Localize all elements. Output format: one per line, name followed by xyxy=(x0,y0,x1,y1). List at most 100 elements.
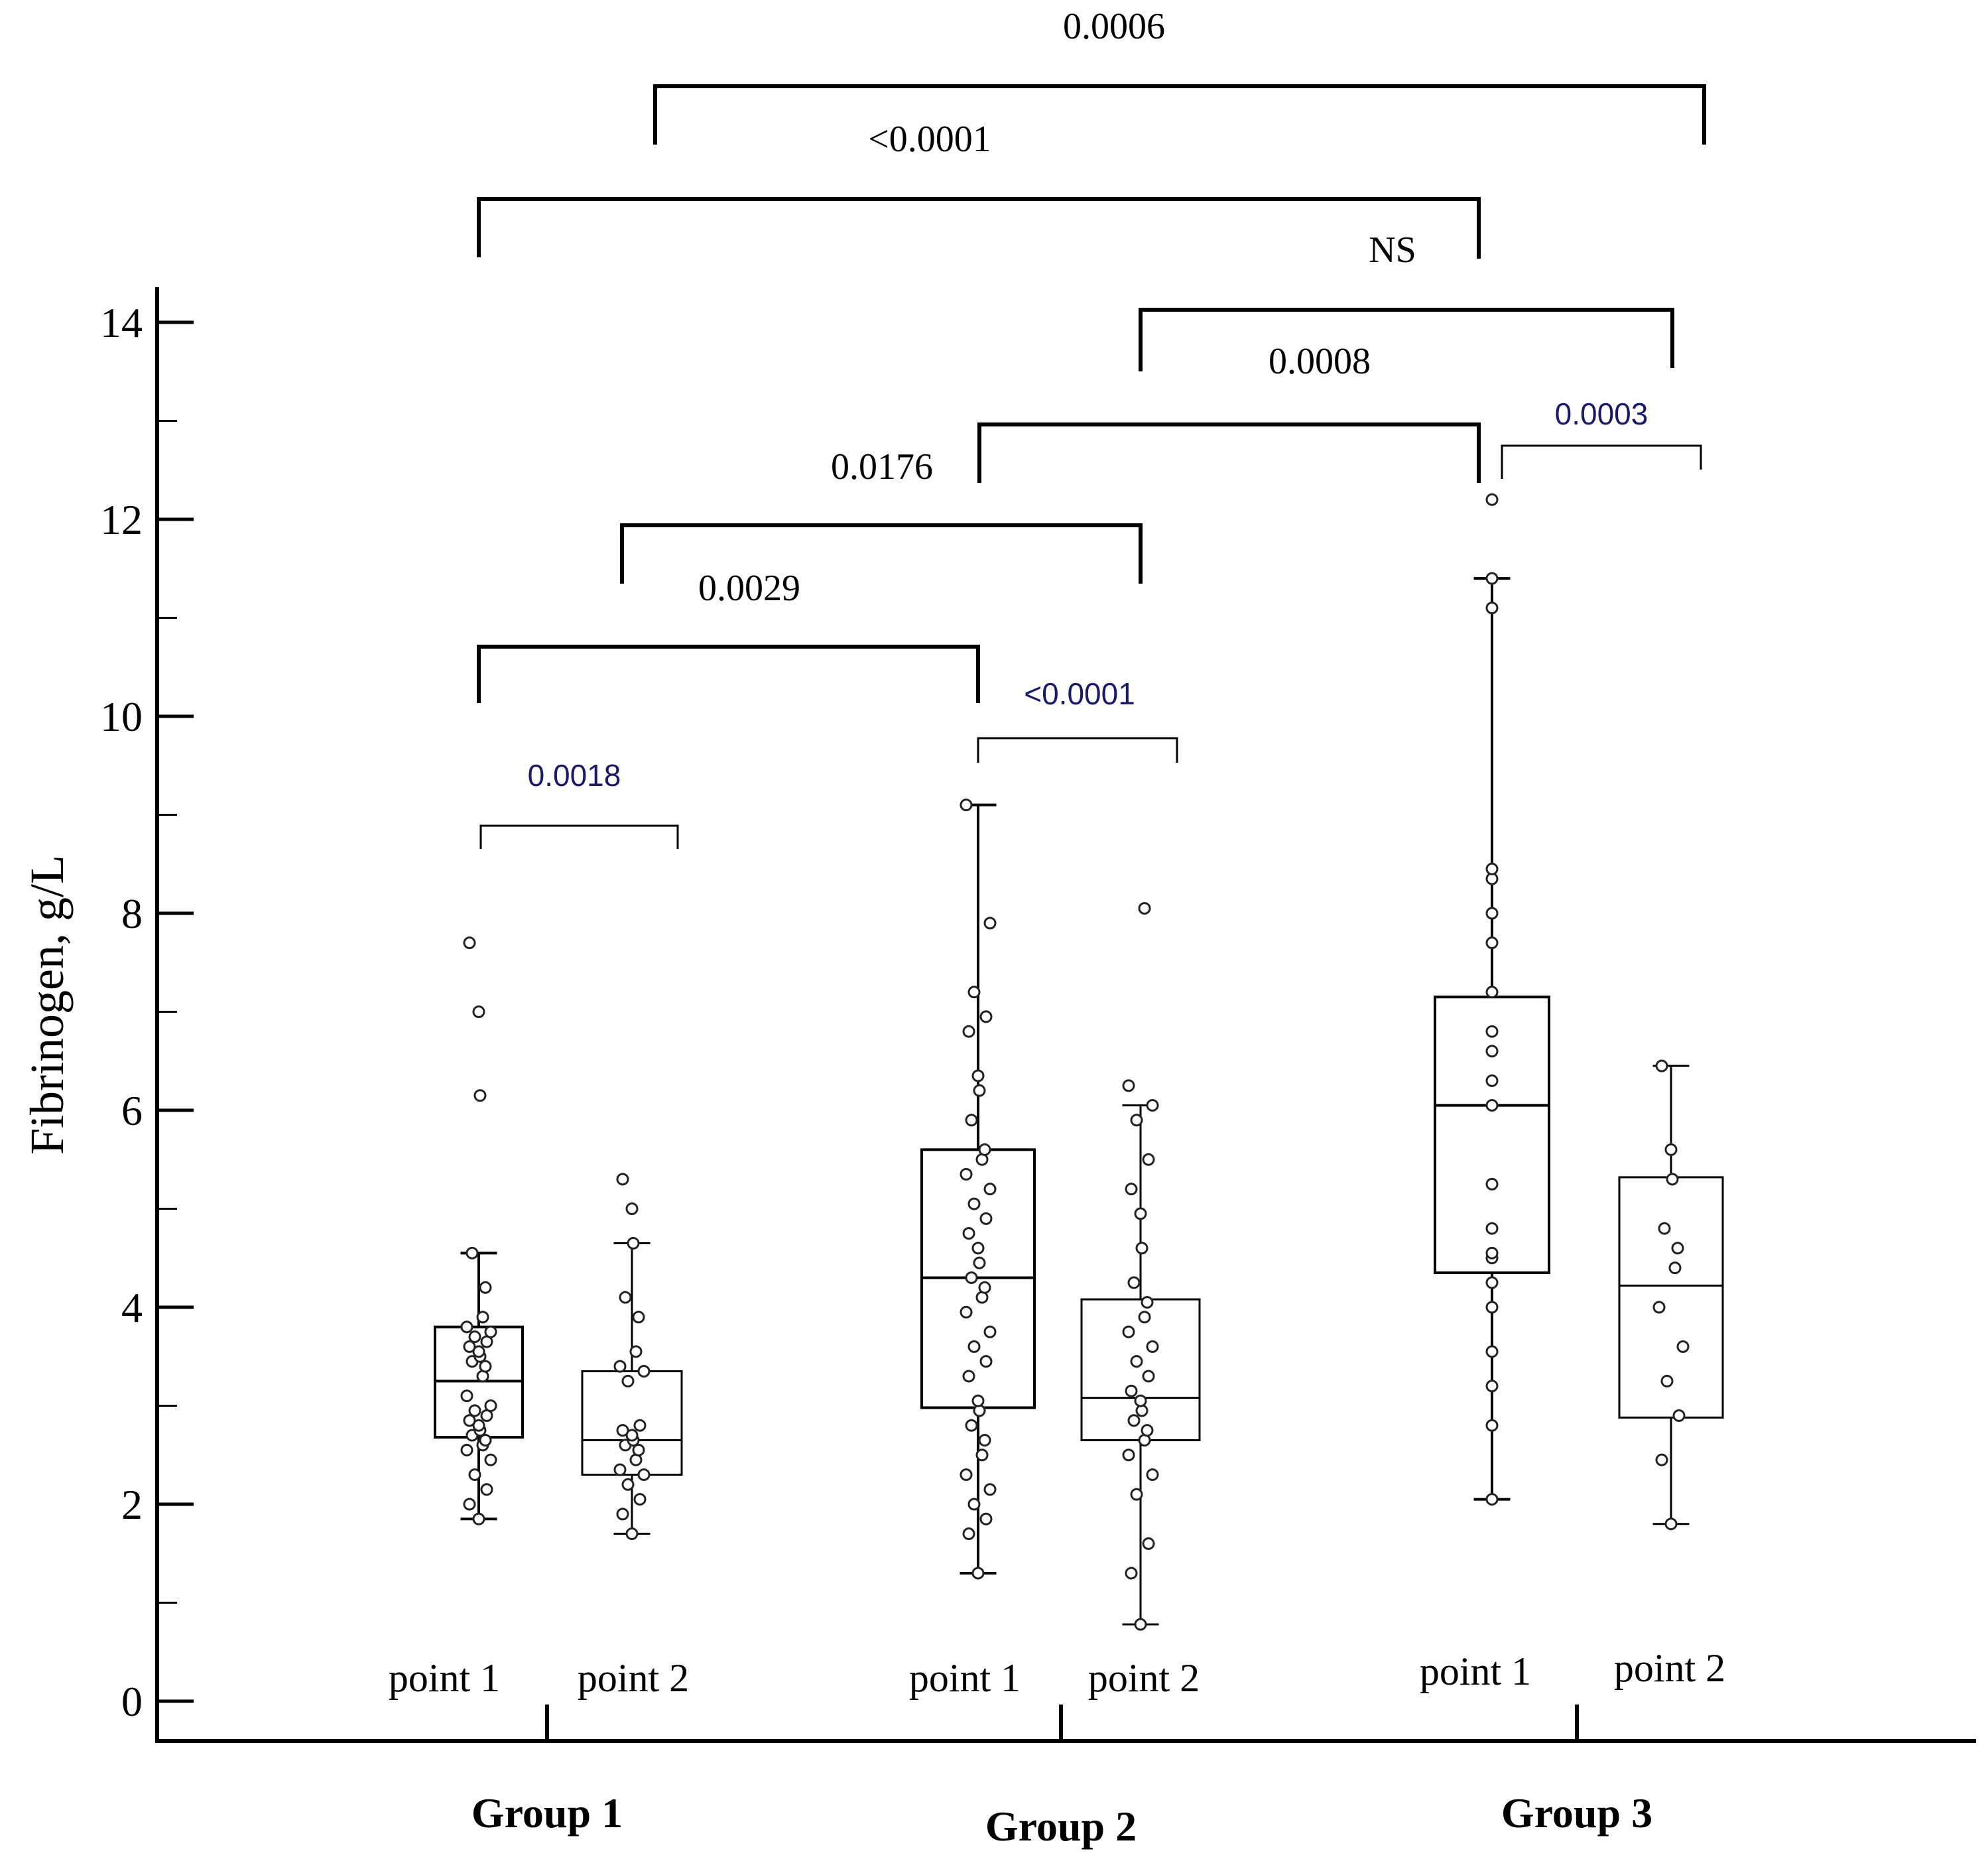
group-label: Group 1 xyxy=(471,1789,623,1837)
bracket-2: <0.0001 xyxy=(977,677,1178,763)
data-point xyxy=(1485,862,1499,875)
bracket-1: 0.0018 xyxy=(479,758,679,849)
category-labels: Group 1 point 1 point 2 Group 2 point 1 point… xyxy=(389,1646,1725,1850)
data-point xyxy=(463,1340,476,1353)
data-point xyxy=(1141,1424,1154,1437)
p-value-label: <0.0001 xyxy=(868,119,991,160)
y-tick-label: 2 xyxy=(121,1481,143,1528)
data-point xyxy=(983,1325,997,1338)
data-point xyxy=(1146,1468,1159,1481)
data-point xyxy=(1658,1222,1671,1235)
data-point xyxy=(978,1433,991,1447)
data-point xyxy=(1485,1301,1499,1314)
bracket-4: 0.0029 xyxy=(477,568,980,703)
data-point xyxy=(616,1173,629,1186)
data-point xyxy=(1141,1296,1154,1309)
data-point xyxy=(1666,1173,1679,1186)
data-point xyxy=(1485,1222,1499,1235)
point-label: point 1 xyxy=(909,1656,1021,1700)
point-label: point 1 xyxy=(1420,1649,1531,1693)
data-point xyxy=(1135,1242,1149,1255)
data-point xyxy=(632,1311,645,1324)
data-point xyxy=(1122,1449,1135,1462)
data-point xyxy=(466,1246,479,1259)
data-point xyxy=(967,1197,981,1210)
y-tick-label: 0 xyxy=(121,1678,143,1725)
data-point xyxy=(1485,1045,1499,1058)
data-point xyxy=(472,1345,485,1358)
data-point xyxy=(1127,1276,1141,1289)
x-group-separators xyxy=(545,1705,1579,1741)
data-point xyxy=(480,1483,493,1496)
data-point xyxy=(468,1330,481,1344)
data-point xyxy=(484,1453,497,1466)
data-point xyxy=(632,1443,645,1456)
bracket-5: 0.0176 xyxy=(620,446,1143,584)
data-point xyxy=(965,1114,978,1127)
data-point xyxy=(962,1370,975,1383)
bracket-line xyxy=(620,523,1143,584)
bracket-9: 0.0006 xyxy=(653,6,1706,145)
data-point xyxy=(621,1374,635,1387)
p-value-label: 0.0176 xyxy=(831,446,933,487)
bracket-line xyxy=(653,84,1706,145)
data-point xyxy=(625,1429,639,1442)
data-point xyxy=(1138,902,1151,915)
data-point xyxy=(978,1281,991,1294)
bracket-3: 0.0003 xyxy=(1501,397,1702,479)
data-point xyxy=(463,1414,476,1427)
bracket-line xyxy=(477,645,980,703)
bracket-line xyxy=(1501,444,1702,479)
point-label: point 1 xyxy=(389,1656,500,1700)
y-tick-label: 12 xyxy=(100,496,143,543)
data-point xyxy=(629,1345,643,1358)
data-point xyxy=(472,1419,485,1432)
data-point xyxy=(613,1360,627,1373)
data-point xyxy=(468,1468,481,1481)
data-point xyxy=(979,1355,993,1368)
data-point xyxy=(979,1010,993,1023)
data-point xyxy=(484,1399,497,1412)
data-point xyxy=(616,1424,629,1437)
point-label: point 2 xyxy=(1088,1656,1200,1700)
bracket-line xyxy=(977,422,1481,483)
data-point xyxy=(1138,1311,1151,1324)
data-point xyxy=(479,1433,492,1447)
data-point xyxy=(973,1084,986,1097)
data-point xyxy=(1125,1384,1138,1397)
data-point xyxy=(971,1567,985,1580)
data-point xyxy=(1485,1025,1499,1038)
data-point xyxy=(1664,1143,1678,1156)
data-point xyxy=(983,917,997,930)
data-point xyxy=(967,1498,981,1511)
data-point xyxy=(460,1321,473,1334)
bracket-6: 0.0008 xyxy=(977,341,1481,483)
data-point xyxy=(627,1236,640,1250)
y-ticks: 0 2 4 6 8 10 12 14 xyxy=(100,299,194,1725)
data-point xyxy=(613,1463,627,1476)
data-point xyxy=(1671,1242,1684,1255)
data-point xyxy=(960,1305,973,1319)
data-point xyxy=(1142,1537,1155,1550)
data-point xyxy=(1485,1493,1499,1506)
data-point xyxy=(1134,1394,1147,1407)
data-point xyxy=(1130,1488,1143,1501)
data-point xyxy=(983,1483,997,1496)
data-point xyxy=(975,1449,989,1462)
y-tick-label: 14 xyxy=(100,299,143,346)
data-point xyxy=(1676,1340,1690,1353)
data-point xyxy=(1485,1276,1499,1289)
point-label: point 2 xyxy=(1614,1646,1725,1690)
bracket-line xyxy=(977,737,1178,763)
data-point xyxy=(1485,493,1499,506)
p-value-label: 0.0008 xyxy=(1269,341,1371,382)
data-point xyxy=(965,1271,978,1284)
data-point xyxy=(1485,986,1499,999)
data-point xyxy=(1655,1453,1668,1466)
data-point xyxy=(960,1468,973,1481)
data-point xyxy=(1122,1325,1135,1338)
data-point xyxy=(1130,1114,1143,1127)
data-point xyxy=(479,1360,492,1373)
bracket-line xyxy=(479,824,679,849)
data-point xyxy=(472,1512,485,1525)
